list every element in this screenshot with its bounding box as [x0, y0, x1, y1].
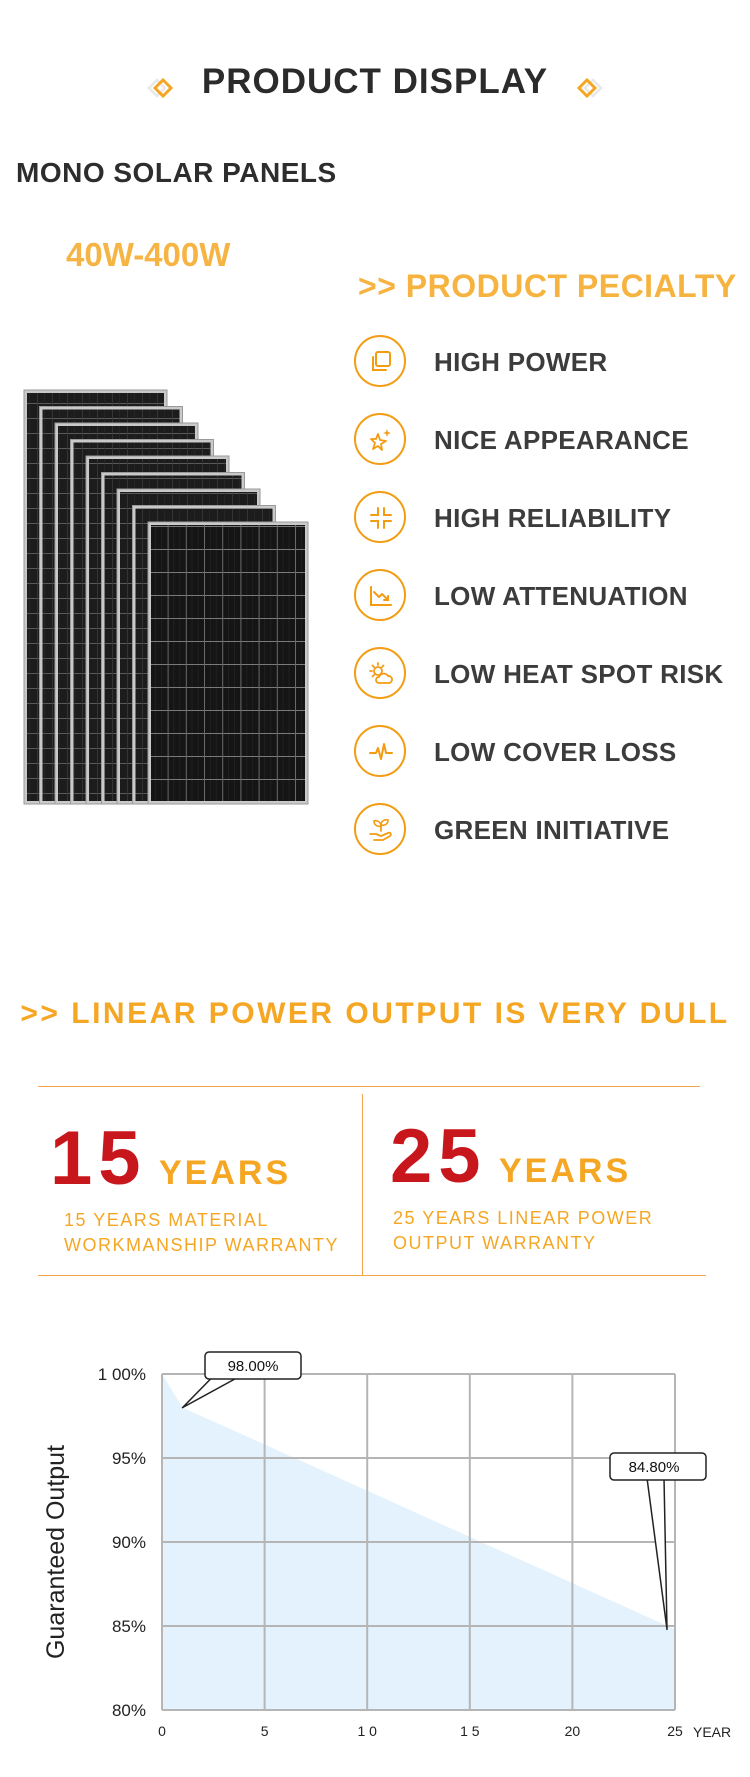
warranty-linear: 25 YEARS: [390, 1113, 631, 1200]
warranty-linear-desc: 25 YEARS LINEAR POWER OUTPUT WARRANTY: [393, 1206, 653, 1256]
warranty-material-desc: 15 YEARS MATERIAL WORKMANSHIP WARRANTY: [64, 1208, 339, 1258]
callout-box: [204, 1351, 302, 1380]
chart-x-axis-label: YEAR: [693, 1724, 731, 1740]
feature-label: GREEN INITIATIVE: [434, 815, 670, 845]
solar-panels-image: [23, 389, 309, 805]
chart-x-tick-label: 1 5: [460, 1723, 480, 1739]
linear-output-title: >> LINEAR POWER OUTPUT IS VERY DULL: [20, 997, 730, 1030]
chart-y-tick-label: 80%: [112, 1701, 146, 1720]
chart-x-tick-label: 1 0: [357, 1723, 377, 1739]
feature-label: LOW ATTENUATION: [434, 581, 688, 611]
sun-cloud-icon: [369, 662, 393, 684]
sparkle-star-icon: [370, 429, 391, 451]
solar-panel-cells: [151, 525, 305, 801]
pulse-wave-icon: [369, 743, 393, 760]
callout-pointer: [181, 1376, 239, 1409]
square-stack-icon: [372, 351, 391, 371]
right-diamond-ornament-icon: [576, 77, 603, 99]
warranty-desc-line: WORKMANSHIP WARRANTY: [64, 1235, 340, 1255]
warranty-center-divider: [362, 1094, 363, 1275]
callout-box: [609, 1452, 707, 1481]
warranty-years-unit: YEARS: [499, 1152, 632, 1190]
arrows-inward-icon: [370, 507, 392, 529]
chart-y-tick-label: 90%: [112, 1533, 146, 1552]
trend-down-chart-icon: [370, 586, 392, 606]
feature-label: NICE APPEARANCE: [434, 425, 689, 455]
plant-hand-icon: [369, 818, 392, 841]
power-range: 40W-400W: [66, 236, 231, 273]
callout-label-98: 98.00%: [228, 1358, 279, 1375]
chart-x-tick-label: 0: [158, 1723, 166, 1739]
chart-y-axis-label: Guaranteed Output: [42, 1445, 70, 1659]
specialty-title: >> PRODUCT PECIALTY: [358, 268, 737, 304]
warranty-years-unit: YEARS: [159, 1154, 292, 1192]
page-title: PRODUCT DISPLAY: [201, 62, 549, 101]
warranty-years-number: 15: [50, 1116, 147, 1201]
feature-label: LOW COVER LOSS: [434, 737, 677, 767]
warranty-desc-line: OUTPUT WARRANTY: [393, 1233, 597, 1253]
warranty-desc-line: 25 YEARS LINEAR POWER: [393, 1208, 654, 1228]
chart-x-tick-label: 20: [565, 1723, 581, 1739]
feature-label: LOW HEAT SPOT RISK: [434, 659, 724, 689]
product-name: MONO SOLAR PANELS: [16, 157, 337, 188]
warranty-bottom-divider: [38, 1275, 706, 1276]
feature-label: HIGH RELIABILITY: [434, 503, 672, 533]
chart-y-tick-label: 95%: [112, 1449, 146, 1468]
warranty-years-number: 25: [390, 1114, 487, 1199]
feature-label: HIGH POWER: [434, 347, 608, 377]
warranty-top-divider: [38, 1086, 700, 1087]
output-warranty-chart: 1 00% 95% 90% 85% 80% 0 5 1 0 1 5 20 25 YEAR Guarant…: [42, 1351, 731, 1740]
chart-x-tick-label: 25: [667, 1723, 683, 1739]
left-diamond-ornament-icon: [147, 77, 174, 99]
chart-x-tick-label: 5: [261, 1723, 269, 1739]
chart-y-tick-label: 85%: [112, 1617, 146, 1636]
warranty-material: 15 YEARS: [50, 1115, 291, 1202]
chart-y-tick-label: 1 00%: [98, 1365, 146, 1384]
callout-label-84: 84.80%: [629, 1459, 680, 1476]
callout-pointer: [646, 1477, 668, 1631]
warranty-desc-line: 15 YEARS MATERIAL: [64, 1210, 269, 1230]
